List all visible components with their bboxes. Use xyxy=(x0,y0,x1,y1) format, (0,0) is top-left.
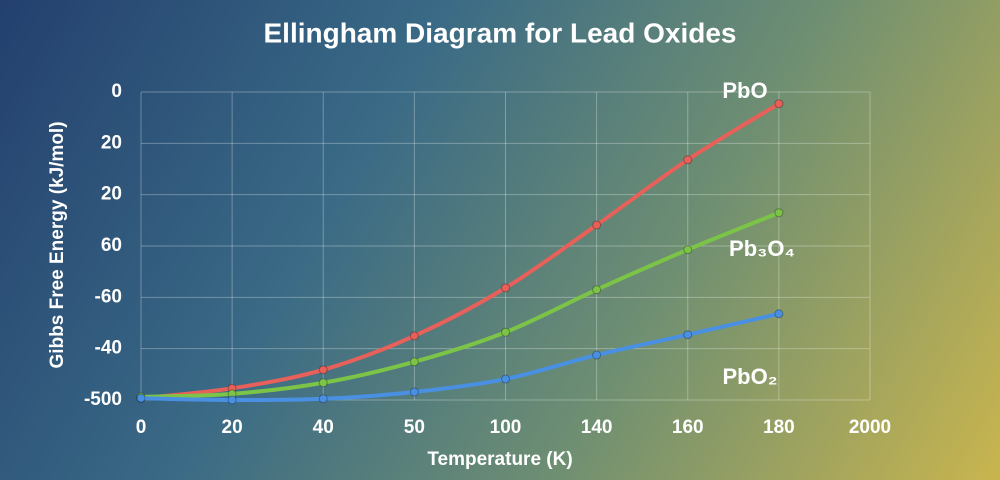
x-tick-label: 50 xyxy=(404,417,425,438)
data-point xyxy=(227,395,237,405)
data-point xyxy=(409,387,419,397)
y-tick-label: 0 xyxy=(111,81,122,102)
chart-title: Ellingham Diagram for Lead Oxides xyxy=(263,17,736,48)
data-point xyxy=(501,327,510,337)
data-point xyxy=(501,283,510,293)
data-point xyxy=(501,374,510,384)
data-point xyxy=(683,330,693,340)
data-point xyxy=(592,350,602,360)
data-point xyxy=(592,285,602,295)
data-point xyxy=(409,357,419,367)
data-point xyxy=(318,394,328,404)
series-line xyxy=(139,101,781,401)
data-point xyxy=(318,365,328,375)
series-label: Pb₃O₄ xyxy=(729,236,795,261)
y-tick-label: 20 xyxy=(101,132,122,153)
x-tick-label: 100 xyxy=(490,417,522,438)
data-point xyxy=(318,378,328,388)
series-label: PbO₂ xyxy=(723,364,778,389)
y-axis-title: Gibbs Free Energy (kJ/mol) xyxy=(47,121,68,368)
data-point xyxy=(136,393,146,403)
series-line xyxy=(139,210,781,399)
y-tick-label: 60 xyxy=(101,235,122,256)
x-tick-label: 2000 xyxy=(849,417,891,438)
data-point xyxy=(683,245,693,255)
data-point xyxy=(774,208,784,218)
data-point xyxy=(774,99,784,109)
x-tick-label: 160 xyxy=(672,417,704,438)
y-tick-label: 20 xyxy=(101,184,122,205)
data-point xyxy=(683,155,693,165)
y-tick-label: -500 xyxy=(84,389,122,410)
series-label: PbO xyxy=(722,78,767,103)
x-tick-label: 140 xyxy=(581,417,613,438)
data-point xyxy=(592,220,602,230)
data-point xyxy=(774,309,784,319)
x-axis-title: Temperature (K) xyxy=(427,449,572,470)
x-tick-label: 0 xyxy=(136,417,147,438)
y-tick-label: -40 xyxy=(95,338,122,359)
y-tick-label: -60 xyxy=(95,286,122,307)
x-tick-label: 40 xyxy=(313,417,334,438)
x-tick-label: 180 xyxy=(763,417,795,438)
series-line xyxy=(139,311,781,403)
data-point xyxy=(409,331,419,341)
x-tick-label: 20 xyxy=(222,417,243,438)
